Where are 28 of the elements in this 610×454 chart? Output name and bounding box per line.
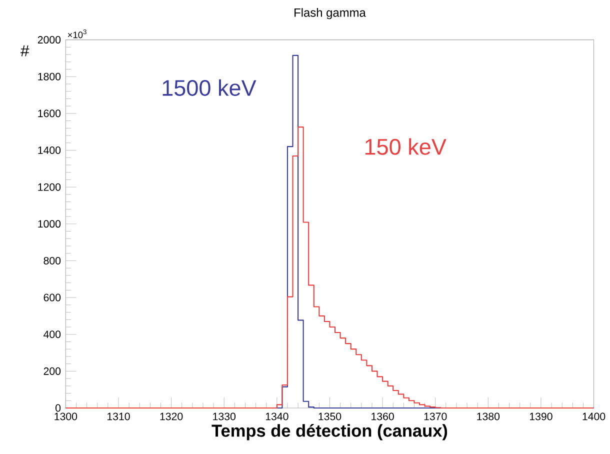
text: ×10$^{3}$ (68, 30, 86, 38)
x-tick-label: 1370 (424, 412, 447, 420)
y-tick-label: 400 (44, 330, 61, 338)
text: 150 keV (365, 138, 446, 155)
x-tick-label: 1350 (318, 412, 342, 420)
y-tick-label: 1000 (38, 220, 61, 228)
series-label: 1500 keV (162, 80, 256, 96)
x-tick-label: 1380 (477, 412, 500, 420)
y-axis-title: # (20, 46, 30, 56)
y-tick-label: 1600 (38, 110, 61, 118)
y-tick-label: 800 (44, 257, 61, 265)
y-tick-label: 2000 (38, 36, 61, 44)
x-tick-label: 1320 (160, 412, 183, 420)
x-axis-title: Temps de détection (canaux) (212, 424, 448, 440)
x-tick-label: 1360 (372, 412, 394, 420)
x-tick-label: 1300 (54, 412, 78, 420)
y-tick-label: 1400 (38, 146, 61, 154)
x-tick-label: 1330 (213, 412, 236, 420)
chart-title: Flash gamma (294, 8, 366, 20)
x-tick-label: 1310 (107, 412, 130, 420)
x-tick-label: 1390 (530, 412, 552, 420)
y-tick-label: 0 (56, 404, 61, 412)
x-tick-label: 1340 (266, 412, 288, 420)
x-tick-label: 1400 (582, 412, 606, 420)
y-tick-label: 1200 (38, 183, 61, 191)
y-tick-label: 1800 (38, 72, 61, 80)
y-tick-label: 200 (44, 368, 61, 376)
y-tick-label: 600 (44, 294, 61, 302)
